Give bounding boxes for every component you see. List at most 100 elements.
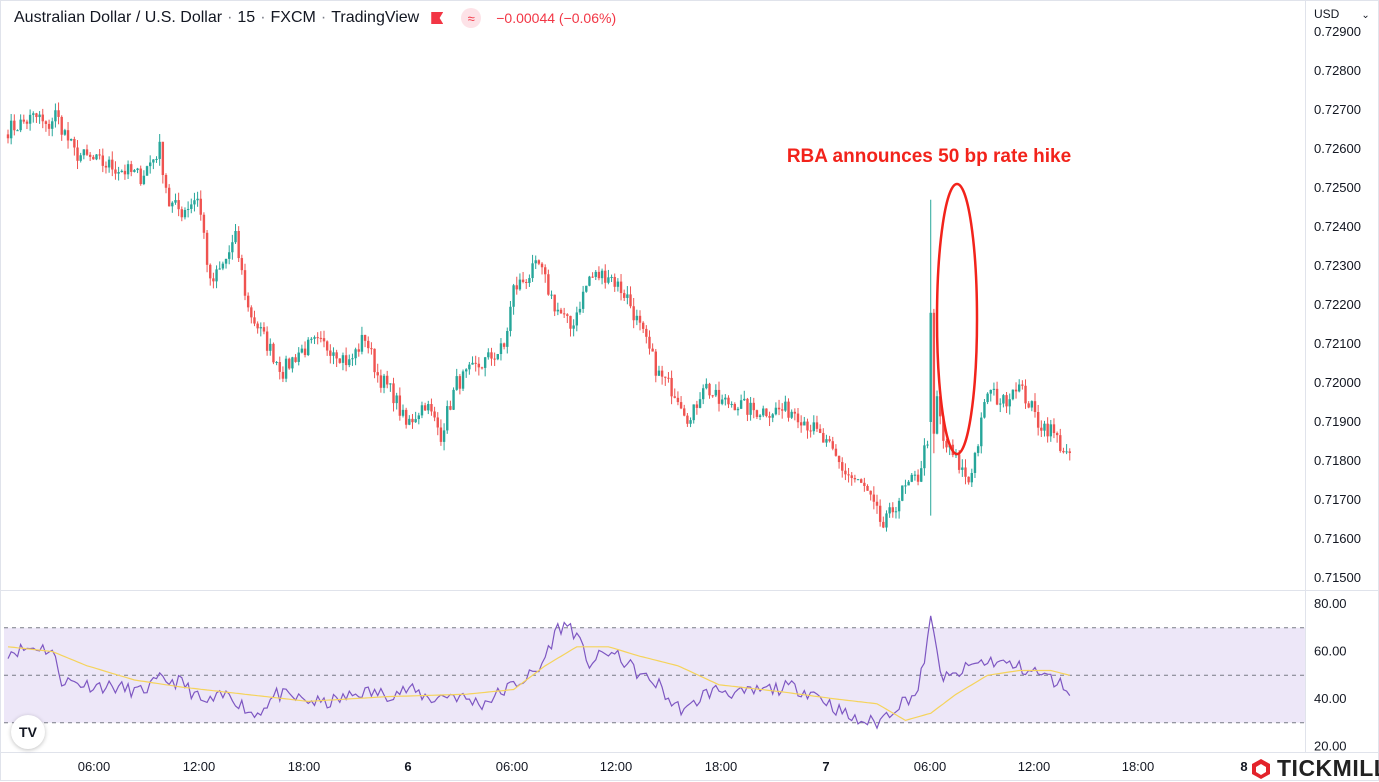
rsi-indicator-pane <box>4 615 1305 730</box>
candle <box>790 409 793 420</box>
candle <box>465 368 468 378</box>
candle <box>910 473 913 483</box>
candle <box>357 343 360 357</box>
candle <box>534 255 537 269</box>
candle <box>234 224 237 244</box>
tradingview-logo-icon[interactable]: TV <box>11 715 45 749</box>
candle <box>676 391 680 406</box>
symbol-header[interactable]: Australian Dollar / U.S. Dollar · 15 · F… <box>14 8 616 28</box>
candle <box>803 416 806 426</box>
candle <box>101 148 104 173</box>
candle <box>190 198 193 214</box>
candle <box>901 485 904 502</box>
price-tick-label: 0.72600 <box>1314 141 1361 156</box>
flag-icon[interactable] <box>431 12 444 24</box>
candle <box>35 112 38 123</box>
candle <box>1002 393 1005 408</box>
candle <box>736 406 740 416</box>
candle <box>446 400 449 434</box>
candle <box>604 264 607 289</box>
candle <box>389 383 392 392</box>
candle <box>509 300 512 337</box>
candle <box>386 370 389 389</box>
candle <box>1036 404 1040 436</box>
candle <box>932 308 936 454</box>
candle <box>152 159 155 170</box>
candle <box>638 310 642 331</box>
time-axis[interactable]: 06:00 12:00 18:00 6 06:00 12:00 18:00 7 06:00 12:… <box>78 759 1248 774</box>
candle <box>623 289 626 302</box>
candle <box>566 313 569 324</box>
candle <box>1049 419 1052 442</box>
candle <box>76 140 79 170</box>
currency-selector[interactable]: USD ⌄ <box>1314 7 1370 21</box>
candle <box>771 412 774 423</box>
candle <box>762 405 765 418</box>
candle <box>379 369 383 393</box>
candle <box>73 136 76 156</box>
candle <box>683 404 686 417</box>
price-tick-label: 0.72900 <box>1314 24 1361 39</box>
symbol-name[interactable]: Australian Dollar / U.S. Dollar <box>14 9 223 26</box>
candle <box>294 354 297 363</box>
candle <box>496 353 499 361</box>
annotation-ellipse <box>935 182 979 456</box>
candle <box>651 343 654 352</box>
candle <box>1043 420 1046 437</box>
price-tick-label: 0.72000 <box>1314 375 1361 390</box>
candle <box>398 387 402 421</box>
candle <box>547 269 550 296</box>
candle <box>1027 401 1030 409</box>
candle <box>246 292 250 312</box>
candle <box>856 478 860 481</box>
candle <box>360 326 364 355</box>
candle <box>705 378 708 390</box>
candle <box>133 169 136 173</box>
interval-label[interactable]: 15 <box>237 9 256 26</box>
candle <box>540 262 544 275</box>
candle <box>1068 448 1071 461</box>
candle <box>19 114 22 133</box>
candle <box>720 394 724 406</box>
candle <box>891 502 894 518</box>
candle <box>575 306 578 332</box>
candle <box>913 470 917 481</box>
candle <box>1030 400 1034 412</box>
candle <box>85 144 89 157</box>
candle <box>869 490 872 501</box>
candle <box>158 134 161 166</box>
candle <box>556 302 560 316</box>
candle <box>221 261 225 271</box>
approx-data-icon[interactable]: ≈ <box>461 8 482 28</box>
candle <box>370 342 373 355</box>
candle <box>885 510 888 532</box>
rsi-tick-label: 40.00 <box>1314 691 1347 706</box>
candle <box>882 516 885 529</box>
price-axis[interactable]: 0.72900 0.72800 0.72700 0.72600 0.72500 0.724… <box>1314 24 1361 754</box>
time-tick-label: 06:00 <box>496 759 529 774</box>
candle <box>512 283 515 315</box>
candle <box>600 268 604 285</box>
candle <box>142 170 146 186</box>
candle <box>1062 447 1065 454</box>
rate-hike-annotation: RBA announces 50 bp rate hike <box>787 146 1071 456</box>
candle <box>104 161 108 174</box>
candle <box>452 387 455 411</box>
candle <box>793 408 797 421</box>
candle <box>171 201 174 213</box>
candle <box>303 341 307 358</box>
candle <box>799 415 803 433</box>
candle <box>657 365 661 377</box>
candle <box>9 113 13 145</box>
candle <box>329 344 332 364</box>
candle <box>695 400 699 415</box>
candle <box>787 398 790 422</box>
candle <box>275 361 278 366</box>
candle <box>186 201 190 218</box>
candle <box>894 506 898 519</box>
candle <box>920 460 923 483</box>
candle <box>82 149 86 160</box>
candle <box>986 392 989 405</box>
candle <box>341 352 345 371</box>
